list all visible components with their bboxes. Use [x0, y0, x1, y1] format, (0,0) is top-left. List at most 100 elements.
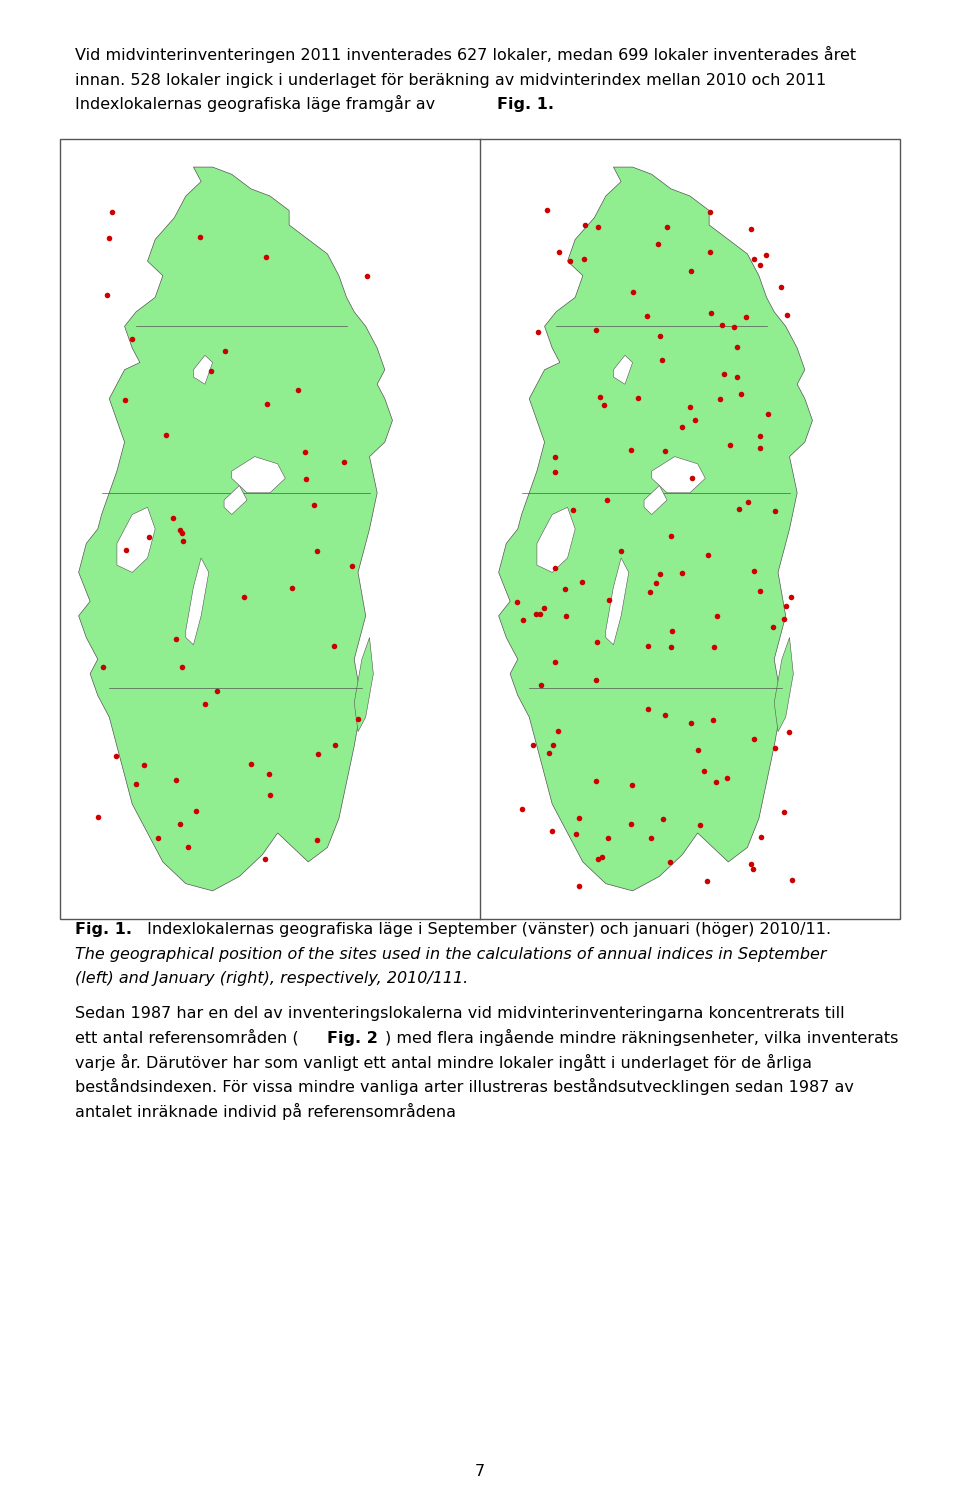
Point: [662, 851, 678, 875]
Point: [326, 633, 342, 657]
Point: [706, 707, 721, 731]
Point: [752, 435, 767, 459]
Point: [696, 759, 711, 783]
Polygon shape: [231, 456, 285, 493]
Point: [572, 807, 588, 831]
Point: [510, 591, 525, 615]
Point: [683, 396, 698, 420]
Point: [600, 827, 615, 851]
Point: [165, 506, 180, 530]
Text: Vid midvinterinventeringen 2011 inventerades 627 lokaler, medan 699 lokaler inve: Vid midvinterinventeringen 2011 inventer…: [75, 45, 856, 63]
Point: [533, 674, 548, 698]
Point: [548, 650, 564, 674]
Point: [576, 246, 591, 270]
Point: [652, 323, 667, 348]
Point: [709, 604, 725, 629]
Point: [599, 488, 614, 512]
Polygon shape: [79, 168, 393, 891]
Point: [779, 594, 794, 618]
Point: [559, 604, 574, 629]
Polygon shape: [652, 456, 706, 493]
Point: [209, 678, 225, 703]
Point: [662, 635, 678, 659]
Text: antalet inräknade individ på referensområdena: antalet inräknade individ på referensomr…: [75, 1103, 456, 1120]
Point: [588, 668, 604, 692]
Point: [547, 556, 563, 580]
Point: [158, 423, 174, 447]
Point: [141, 526, 156, 550]
Point: [753, 252, 768, 277]
Point: [684, 258, 699, 283]
Point: [592, 385, 608, 409]
Point: [188, 799, 204, 823]
Point: [175, 521, 190, 545]
Point: [547, 461, 563, 485]
Point: [298, 440, 313, 464]
Point: [193, 225, 208, 249]
Point: [690, 737, 706, 762]
Point: [541, 740, 557, 765]
Point: [174, 656, 189, 680]
Polygon shape: [644, 485, 667, 515]
Point: [753, 425, 768, 449]
Point: [639, 304, 655, 328]
Point: [306, 493, 322, 517]
Point: [344, 555, 359, 579]
Point: [768, 736, 783, 760]
Point: [261, 762, 276, 786]
Point: [639, 697, 655, 721]
Point: [630, 387, 645, 411]
Point: [572, 875, 588, 899]
Text: Sedan 1987 har en del av inventeringslokalerna vid midvinterinventeringarna konc: Sedan 1987 har en del av inventeringslok…: [75, 1006, 845, 1021]
Point: [716, 363, 732, 387]
Text: Indexlokalernas geografiska läge framgår av: Indexlokalernas geografiska läge framgår…: [75, 95, 441, 112]
Point: [244, 751, 259, 775]
Polygon shape: [606, 558, 629, 645]
Point: [172, 811, 187, 836]
Point: [752, 579, 767, 603]
Point: [136, 752, 152, 777]
Point: [643, 825, 659, 849]
Point: [708, 769, 724, 793]
Text: varje år. Därutöver har som vanligt ett antal mindre lokaler ingått i underlaget: varje år. Därutöver har som vanligt ett …: [75, 1053, 812, 1070]
Point: [257, 846, 273, 870]
Text: innan. 528 lokaler ingick i underlaget för beräkning av midvinterindex mellan 20: innan. 528 lokaler ingick i underlaget f…: [75, 73, 827, 88]
Point: [783, 585, 799, 609]
Point: [732, 382, 748, 406]
Point: [674, 561, 689, 585]
Point: [722, 434, 737, 458]
Point: [780, 302, 795, 326]
Point: [625, 772, 640, 796]
Point: [108, 743, 124, 768]
Text: Fig. 2: Fig. 2: [327, 1031, 378, 1046]
Polygon shape: [537, 508, 575, 573]
Point: [96, 656, 111, 680]
Point: [118, 538, 133, 562]
Point: [284, 576, 300, 600]
Point: [574, 570, 589, 594]
Point: [349, 707, 365, 731]
Point: [590, 215, 606, 239]
Point: [744, 216, 759, 240]
Point: [540, 198, 555, 222]
Point: [625, 280, 640, 304]
Point: [118, 388, 133, 413]
Point: [550, 719, 565, 743]
Point: [660, 216, 675, 240]
Polygon shape: [224, 485, 247, 515]
Point: [740, 490, 756, 514]
Point: [699, 869, 714, 893]
Point: [732, 497, 747, 521]
Text: (left) and January (right), respectively, 2010/111.: (left) and January (right), respectively…: [75, 972, 468, 987]
Point: [656, 807, 671, 831]
Point: [712, 387, 728, 411]
Point: [105, 199, 120, 224]
Point: [515, 607, 530, 632]
Point: [663, 524, 679, 548]
Point: [90, 804, 106, 828]
Point: [715, 313, 731, 337]
Polygon shape: [354, 638, 373, 731]
Point: [359, 263, 374, 287]
Point: [545, 733, 561, 757]
Text: ett antal referensområden (: ett antal referensområden (: [75, 1029, 299, 1046]
